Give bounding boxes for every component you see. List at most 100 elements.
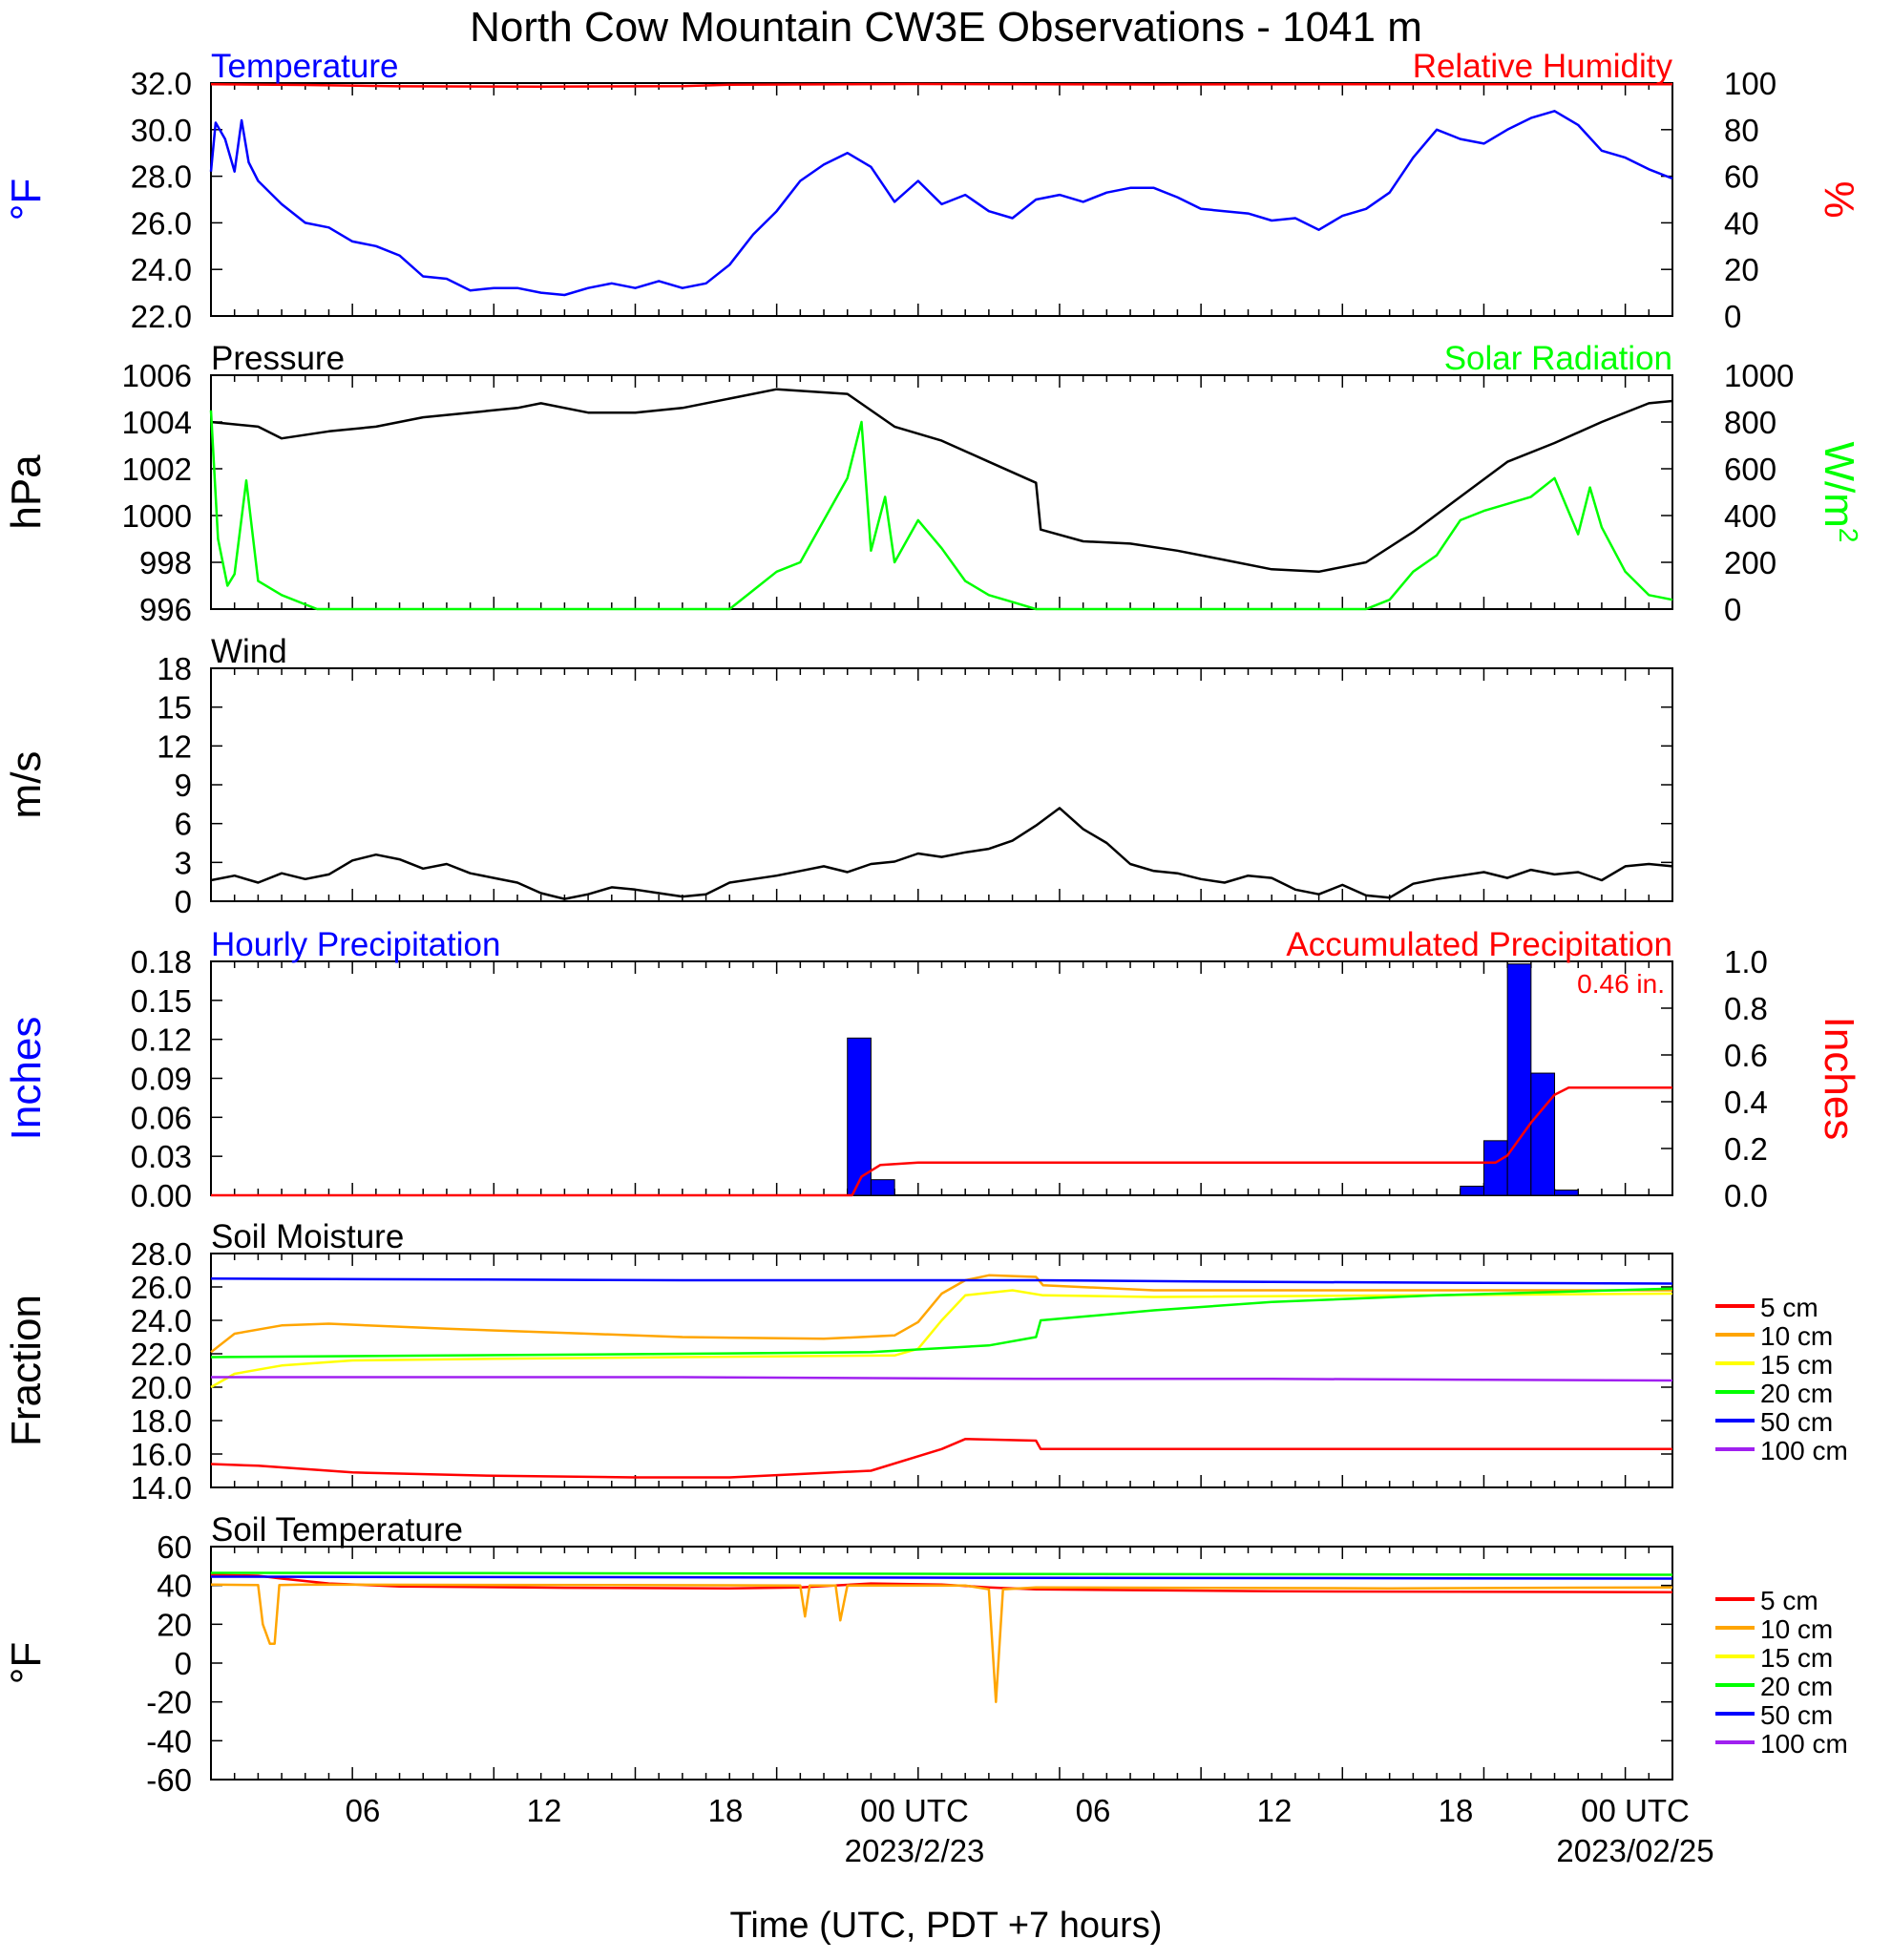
x-tick-label: 06 <box>1076 1793 1111 1828</box>
precip-bar <box>1554 1190 1579 1196</box>
panel-title-left: Wind <box>211 633 287 670</box>
legend-label: 20 cm <box>1760 1672 1833 1701</box>
panel-title-left: Hourly Precipitation <box>211 926 500 963</box>
y-axis-label-right: W/m2 <box>1816 442 1864 543</box>
x-tick-label: 00 UTC <box>860 1793 969 1828</box>
temperature-humidity-panel: 22.0 24.0 26.0 28.0 30.0 32.0 0 20 40 60 80 100 Temp… <box>3 48 1862 334</box>
plot-frame <box>210 1253 1673 1488</box>
legend-label: 100 cm <box>1760 1436 1848 1465</box>
y-tick-label-left: 22.0 <box>131 1337 192 1372</box>
series-line-10-cm <box>210 1583 1673 1703</box>
x-tick-label: 12 <box>527 1793 562 1828</box>
y-tick-label-left: 1000 <box>122 498 192 534</box>
y-tick-label-left: 60 <box>157 1529 192 1565</box>
y-tick-label-left: 18 <box>157 651 192 686</box>
y-axis-label-right: Inches <box>1816 1017 1862 1141</box>
series-line-pressure <box>210 388 1673 574</box>
plot-frame <box>210 82 1673 317</box>
plot-frame <box>210 1546 1673 1781</box>
y-axis-label-left: hPa <box>3 454 50 530</box>
y-tick-label-right: 0 <box>1724 592 1741 627</box>
y-tick-label-left: 0.15 <box>131 983 192 1019</box>
precip-total-annotation: 0.46 in. <box>1577 969 1665 999</box>
series-line-20-cm <box>210 1571 1673 1576</box>
y-tick-label-left: 996 <box>139 592 192 627</box>
y-tick-label-left: 0.03 <box>131 1139 192 1174</box>
x-date-label: 2023/2/23 <box>845 1833 985 1868</box>
y-tick-label-right: 400 <box>1724 498 1776 534</box>
y-tick-label-left: 22.0 <box>131 299 192 334</box>
y-axis-label-left: Fraction <box>3 1295 50 1446</box>
y-tick-label-left: 3 <box>175 845 192 880</box>
y-tick-label-left: 26.0 <box>131 1270 192 1305</box>
figure-title: North Cow Mountain CW3E Observations - 1… <box>470 4 1422 51</box>
y-tick-label-left: 0.12 <box>131 1022 192 1058</box>
time-axis: 06 12 18 00 UTC 06 12 18 00 UTC 2023/2/23 2023/02… <box>346 1793 1714 1868</box>
panel-title-left: Temperature <box>211 48 398 85</box>
y-tick-label-left: 16.0 <box>131 1437 192 1472</box>
series-line-10-cm <box>210 1274 1672 1354</box>
series-line-relative-humidity <box>210 82 1672 88</box>
precip-bar <box>1460 1185 1484 1196</box>
y-tick-label-left: -40 <box>146 1723 192 1759</box>
y-tick-label-right: 1.0 <box>1724 944 1768 980</box>
y-tick-label-right: 60 <box>1724 159 1759 195</box>
legend-label: 5 cm <box>1760 1586 1818 1615</box>
legend-label: 15 cm <box>1760 1643 1833 1673</box>
y-tick-label-left: 1004 <box>122 405 192 440</box>
y-tick-label-left: 20.0 <box>131 1370 192 1405</box>
y-axis-label-left: °F <box>3 179 50 221</box>
y-tick-label-left: 30.0 <box>131 113 192 148</box>
y-tick-label-right: 1000 <box>1724 358 1794 393</box>
y-tick-label-right: 40 <box>1724 205 1759 241</box>
y-tick-label-left: 28.0 <box>131 159 192 195</box>
y-tick-label-left: 20 <box>157 1607 192 1642</box>
y-tick-label-right: 100 <box>1724 66 1776 101</box>
x-tick-label: 00 UTC <box>1581 1793 1690 1828</box>
precip-bar <box>1506 963 1532 1196</box>
y-tick-label-left: 0.00 <box>131 1178 192 1213</box>
y-tick-label-left: 0.06 <box>131 1100 192 1135</box>
y-tick-label-left: -20 <box>146 1685 192 1720</box>
y-tick-label-right: 0.2 <box>1724 1131 1768 1167</box>
y-tick-label-left: 0 <box>175 1646 192 1681</box>
y-tick-label-right: 0 <box>1724 299 1741 334</box>
y-tick-label-left: 18.0 <box>131 1403 192 1439</box>
y-tick-label-left: 24.0 <box>131 252 192 287</box>
y-tick-label-right: 0.0 <box>1724 1178 1768 1213</box>
precip-bar <box>1530 1072 1556 1196</box>
series-line-50-cm <box>210 1575 1673 1580</box>
series-line-100-cm <box>211 1376 1673 1382</box>
legend-label: 100 cm <box>1760 1729 1848 1759</box>
precip-bar <box>870 1179 895 1196</box>
x-date-label: 2023/02/25 <box>1556 1833 1713 1868</box>
y-tick-label-left: 26.0 <box>131 205 192 241</box>
plot-frame <box>210 374 1673 610</box>
plot-frame <box>210 960 1673 1196</box>
series-line-temperature <box>209 110 1673 297</box>
panel-title-left: Soil Temperature <box>211 1511 463 1549</box>
y-tick-label-left: 0 <box>175 884 192 919</box>
y-tick-label-right: 80 <box>1724 113 1759 148</box>
legend-label: 10 cm <box>1760 1614 1833 1644</box>
series-line-5-cm <box>210 1438 1672 1479</box>
y-tick-label-right: 0.6 <box>1724 1038 1768 1073</box>
legend-label: 20 cm <box>1760 1379 1833 1408</box>
panel-title-left: Pressure <box>211 340 345 377</box>
x-tick-label: 06 <box>346 1793 381 1828</box>
legend-label: 50 cm <box>1760 1700 1833 1730</box>
series-line-solar-radiation <box>209 410 1673 611</box>
x-tick-label: 18 <box>708 1793 744 1828</box>
y-tick-label-left: 24.0 <box>131 1303 192 1338</box>
panel-title-right: Accumulated Precipitation <box>1286 926 1672 963</box>
y-axis-label-left: Inches <box>3 1017 50 1141</box>
soil-moisture-panel: 14.016.018.020.022.024.026.028.0 Soil Moi… <box>3 1218 1848 1506</box>
y-tick-label-left: -60 <box>146 1762 192 1798</box>
series-line-wind <box>210 807 1673 900</box>
y-tick-label-left: 1002 <box>122 452 192 487</box>
y-tick-label-left: 998 <box>139 545 192 580</box>
y-tick-label-right: 600 <box>1724 452 1776 487</box>
y-tick-label-right: 0.4 <box>1724 1085 1768 1120</box>
panel-title-right: Solar Radiation <box>1444 340 1672 377</box>
